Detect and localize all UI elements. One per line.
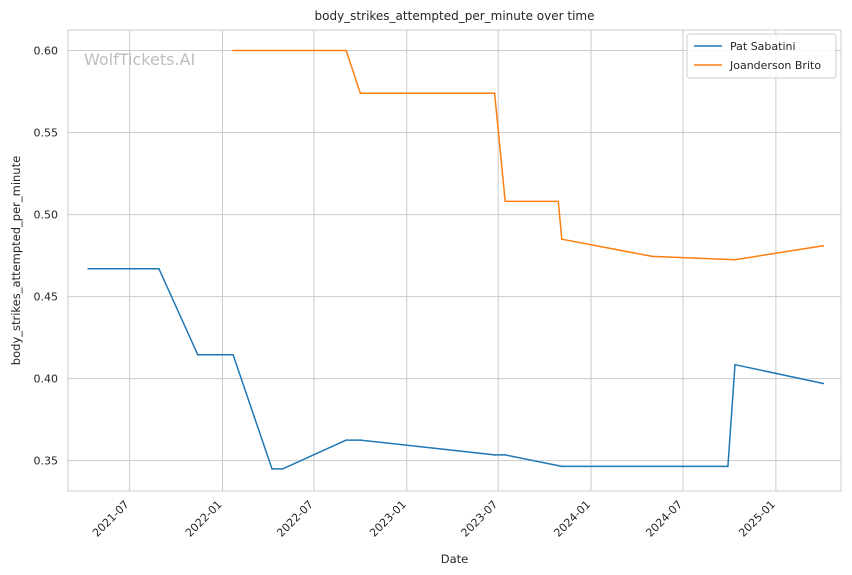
y-tick-label: 0.60	[34, 45, 59, 58]
data-point	[734, 258, 736, 261]
data-point	[271, 468, 273, 470]
data-point	[734, 363, 736, 366]
data-point	[281, 468, 284, 470]
data-point	[504, 200, 507, 203]
watermark: WolfTickets.AI	[84, 50, 195, 69]
data-point	[232, 354, 234, 356]
data-point	[345, 49, 348, 52]
legend-box	[686, 33, 837, 79]
data-point	[359, 439, 362, 441]
data-point	[158, 267, 160, 270]
data-point	[561, 465, 563, 468]
x-axis-title: Date	[441, 552, 469, 566]
y-tick-label: 0.40	[34, 373, 59, 386]
data-point	[87, 267, 89, 270]
data-point	[822, 382, 825, 385]
data-point	[197, 354, 199, 356]
data-point	[493, 92, 496, 94]
data-point	[561, 238, 563, 240]
data-point	[557, 200, 560, 203]
y-tick-labels: 0.35 0.40 0.45 0.50 0.55 0.60	[34, 45, 59, 468]
legend: Pat Sabatini Joanderson Brito	[686, 33, 837, 79]
data-point	[345, 439, 348, 441]
y-tick-label: 0.50	[34, 209, 59, 222]
plot-frame	[67, 29, 842, 492]
data-point	[359, 92, 362, 94]
data-point	[822, 244, 825, 247]
data-point	[727, 465, 729, 468]
data-point	[651, 255, 653, 258]
data-point	[232, 49, 234, 52]
series-line-pat-sabatini	[88, 267, 824, 470]
y-tick-label: 0.45	[34, 291, 59, 304]
series-line-joanderson-brito	[233, 49, 824, 261]
y-tick-label: 0.55	[34, 127, 59, 140]
data-point	[504, 454, 507, 456]
legend-label-joanderson-brito: Joanderson Brito	[729, 59, 821, 72]
y-tick-label: 0.35	[34, 455, 59, 468]
legend-label-pat-sabatini: Pat Sabatini	[730, 40, 796, 53]
chart-title: body_strikes_attempted_per_minute over t…	[315, 9, 595, 23]
series-lines	[87, 49, 825, 470]
data-point	[493, 454, 496, 456]
y-axis-title: body_strikes_attempted_per_minute	[9, 156, 23, 365]
